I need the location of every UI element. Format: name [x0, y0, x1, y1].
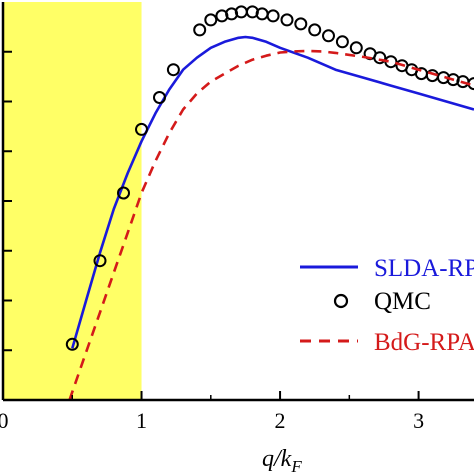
legend-marker-qmc [333, 293, 349, 309]
qmc-point [335, 35, 349, 49]
qmc-point [373, 51, 387, 65]
legend: SLDA-RPA QMC BdG-RPA [300, 255, 474, 356]
qmc-point [153, 91, 166, 104]
legend-label-slda: SLDA-RPA [374, 255, 474, 282]
x-axis-label-sub: F [290, 457, 302, 474]
qmc-point [308, 23, 322, 37]
legend-label-qmc: QMC [374, 288, 431, 315]
x-axis-label-main: q/k [262, 446, 292, 472]
x-axis-label: q/kF [262, 446, 302, 474]
qmc-point [280, 13, 294, 27]
legend-label-bdg: BdG-RPA [374, 329, 474, 356]
qmc-point [322, 29, 335, 43]
axes [1, 2, 474, 402]
x-tick-label: 1 [136, 408, 147, 433]
qmc-point [93, 254, 107, 268]
x-tick-labels: 0 1 2 3 [0, 408, 424, 433]
shaded-region [3, 2, 142, 400]
bdg-rpa-line [68, 49, 474, 400]
x-tick-label: 2 [275, 408, 286, 433]
qmc-point [294, 17, 308, 31]
qmc-point [193, 23, 207, 37]
slda-rpa-line [71, 35, 474, 349]
qmc-point [349, 41, 363, 55]
plot-series [65, 5, 474, 400]
qmc-point [117, 186, 130, 200]
x-tick-label: 3 [413, 408, 424, 433]
qmc-point [135, 122, 148, 136]
qmc-point [65, 337, 79, 351]
qmc-point [266, 9, 280, 23]
qmc-point [166, 63, 180, 77]
qmc-point [204, 13, 218, 27]
x-tick-label: 0 [0, 408, 9, 433]
